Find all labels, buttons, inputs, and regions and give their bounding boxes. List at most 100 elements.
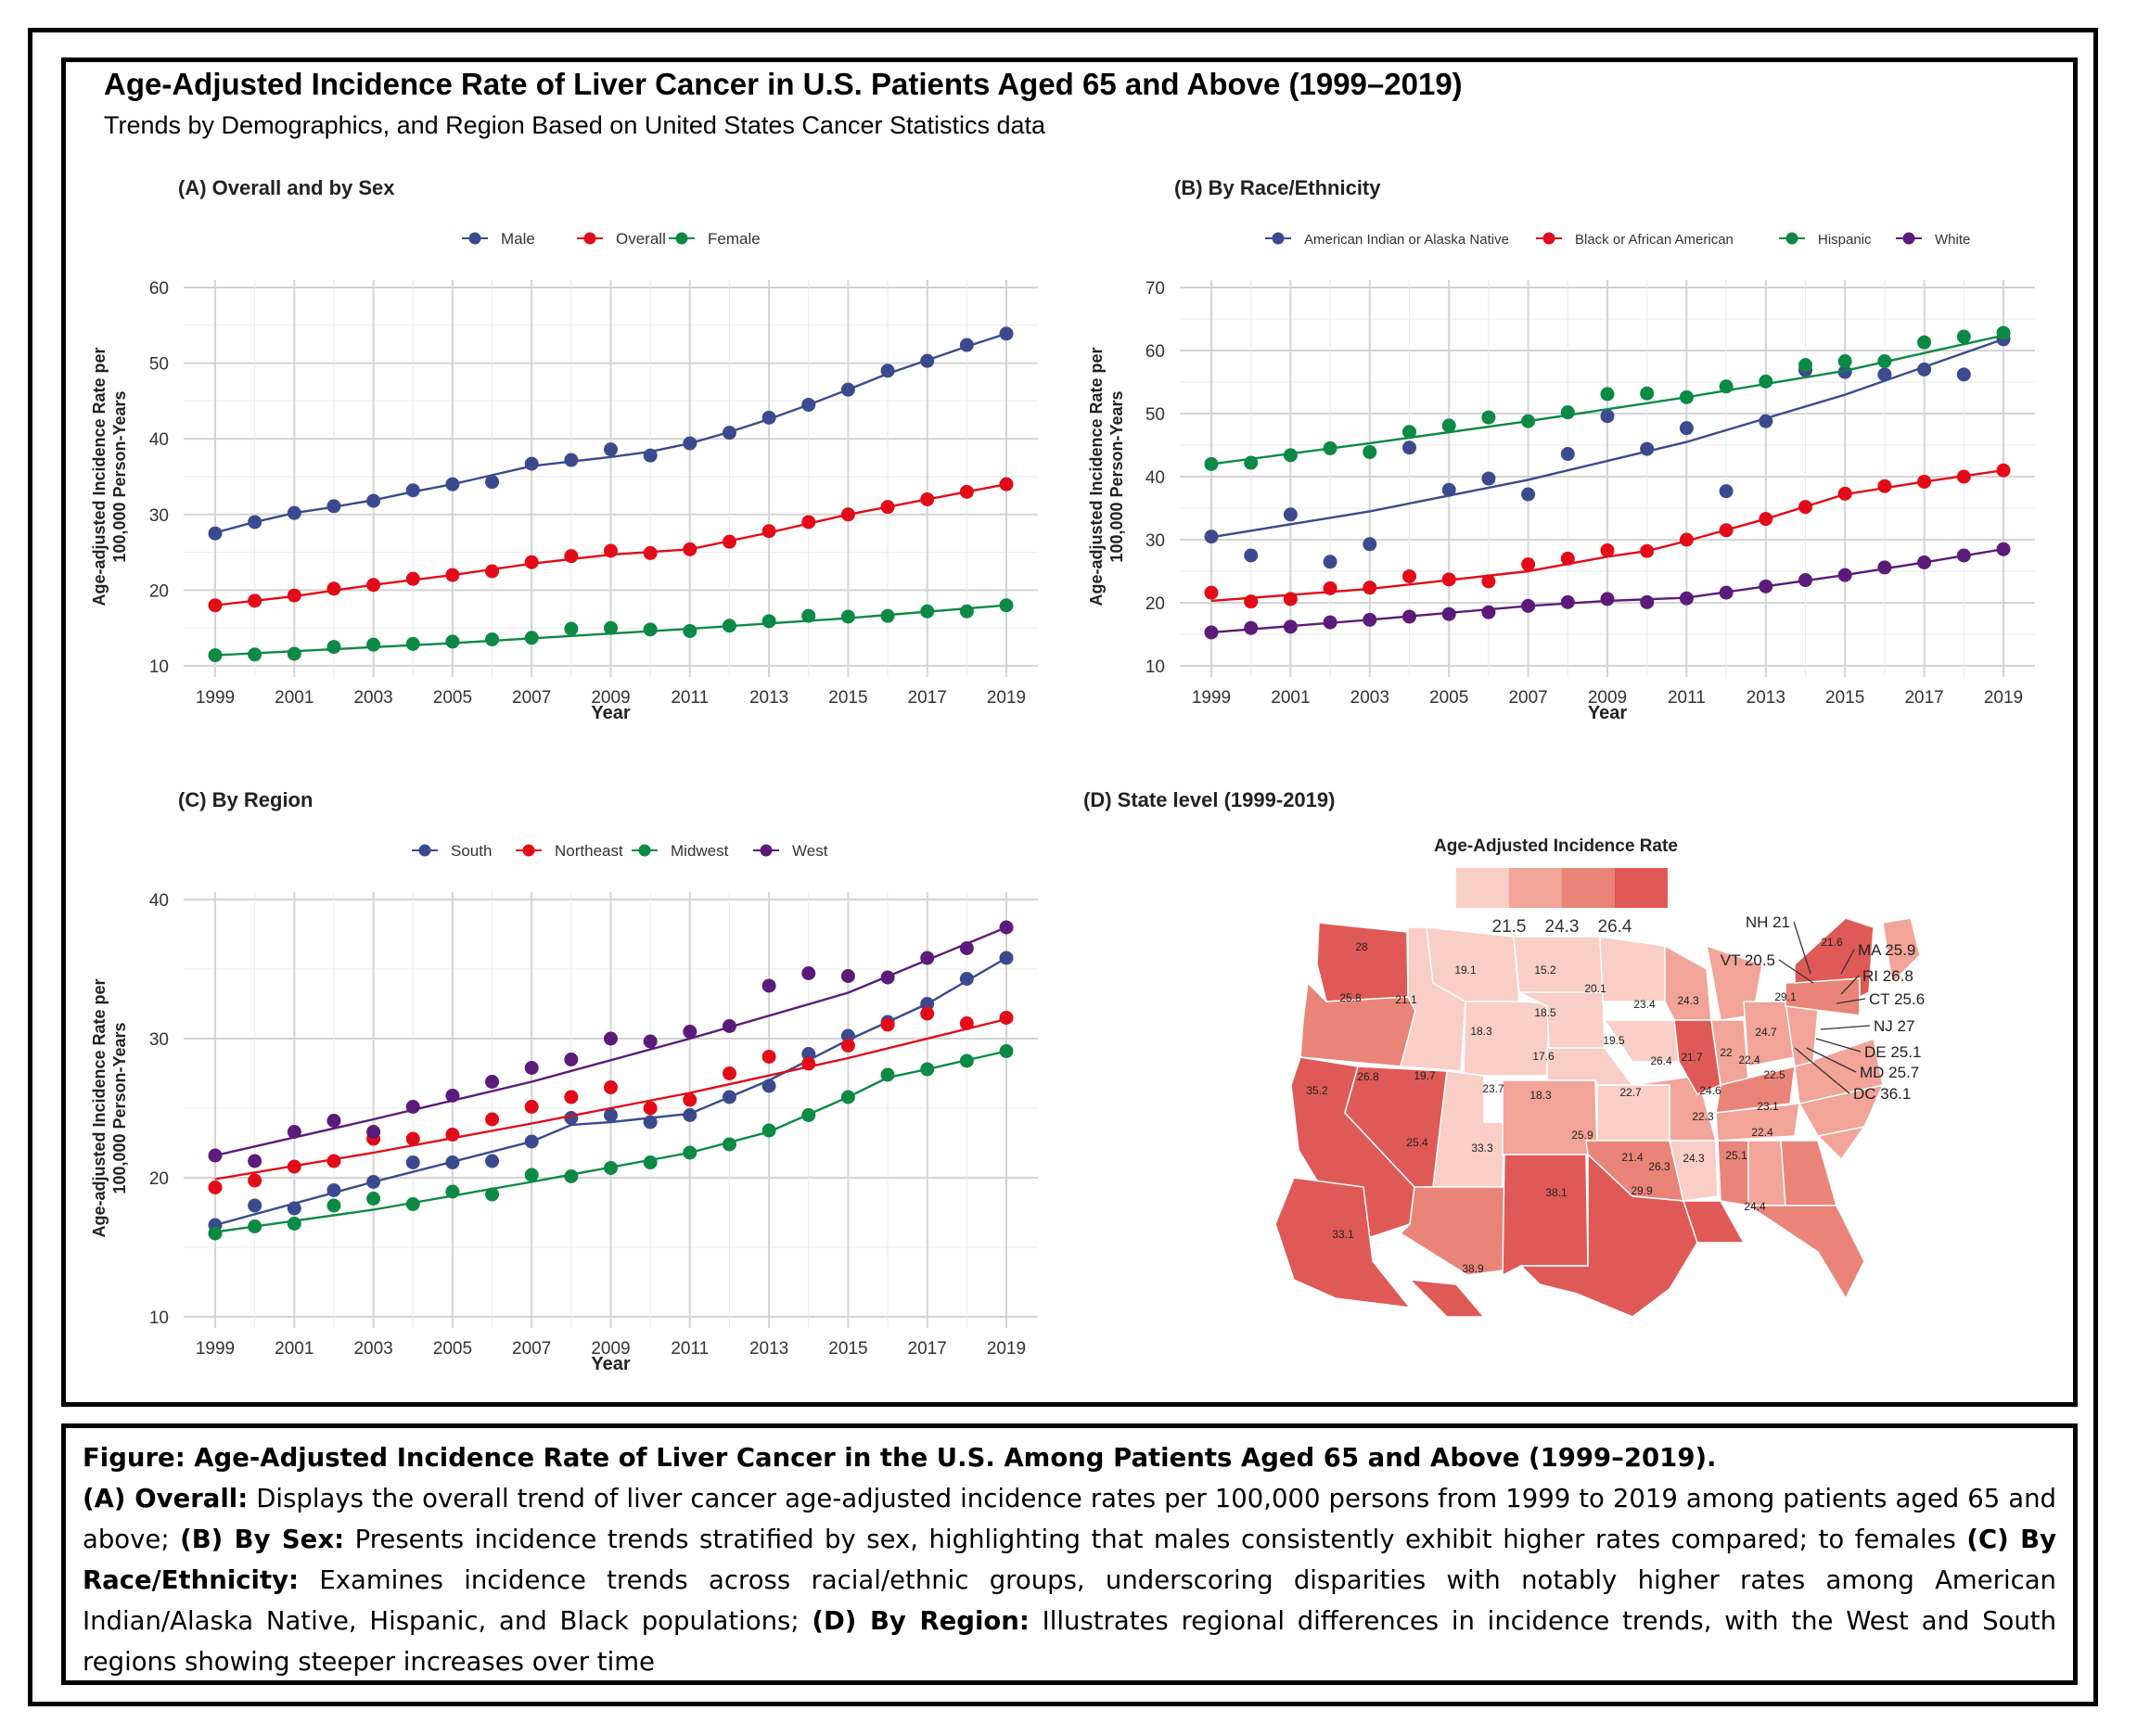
data-point xyxy=(1363,612,1377,627)
state-value-label: 19.5 xyxy=(1603,1034,1625,1047)
data-point xyxy=(1679,591,1694,606)
data-point xyxy=(326,640,341,655)
data-point xyxy=(1759,414,1773,428)
trend-line-northeast xyxy=(214,1017,1007,1181)
data-point xyxy=(1560,551,1575,566)
x-tick-label: 2015 xyxy=(828,1339,867,1359)
x-tick-label: 2001 xyxy=(275,688,314,708)
data-point xyxy=(1323,440,1337,455)
data-point xyxy=(1679,421,1694,436)
trend-line-west xyxy=(214,925,1007,1157)
data-point xyxy=(722,426,736,440)
x-tick-label: 2003 xyxy=(1350,688,1389,708)
data-point xyxy=(1244,594,1259,609)
data-point xyxy=(683,1108,697,1122)
data-point xyxy=(1640,543,1655,558)
data-point xyxy=(1244,548,1259,563)
data-point xyxy=(405,1197,420,1211)
data-point xyxy=(564,1053,579,1066)
data-point xyxy=(643,1101,658,1116)
x-tick-label: 2007 xyxy=(512,688,551,708)
data-point xyxy=(920,491,935,506)
outer-frame xyxy=(28,28,2098,1706)
data-point xyxy=(1441,606,1456,621)
data-point xyxy=(920,951,935,965)
state-value-label: 25.8 xyxy=(1339,991,1362,1004)
data-point xyxy=(1640,594,1655,609)
data-point xyxy=(1323,555,1337,569)
data-point xyxy=(1600,387,1615,402)
data-point xyxy=(248,1154,262,1168)
state-wi xyxy=(1664,944,1712,1021)
state-value-label: 29.1 xyxy=(1774,990,1797,1003)
legend-swatch xyxy=(1615,868,1668,908)
data-point xyxy=(643,1034,658,1049)
state-az xyxy=(1399,1186,1505,1276)
data-point xyxy=(683,1092,697,1107)
data-point xyxy=(1956,469,1971,484)
data-point xyxy=(959,604,974,619)
data-point xyxy=(1521,598,1536,613)
data-point xyxy=(1521,414,1536,428)
data-point xyxy=(880,970,895,985)
caption-b-label: (B) By Sex: xyxy=(180,1525,345,1554)
data-point xyxy=(1917,362,1932,377)
data-point xyxy=(999,326,1014,341)
legend-key-point xyxy=(675,232,688,245)
data-point xyxy=(1996,463,2011,478)
caption-a-text: Displays the overall trend of liver canc… xyxy=(83,1484,2056,1554)
state-ar xyxy=(1669,1140,1719,1202)
state-la xyxy=(1682,1200,1746,1244)
data-point xyxy=(366,493,381,508)
figure-subtitle: Trends by Demographics, and Region Based… xyxy=(104,111,1046,139)
legend-swatch xyxy=(1509,868,1562,908)
data-point xyxy=(801,608,816,623)
data-point xyxy=(326,499,341,514)
data-point xyxy=(287,588,301,603)
figure-caption: Figure: Age-Adjusted Incidence Rate of L… xyxy=(61,1423,2078,1685)
x-tick-label: 1999 xyxy=(196,1339,235,1359)
data-point xyxy=(1244,620,1259,635)
data-point xyxy=(722,1090,736,1104)
data-point xyxy=(722,619,736,633)
data-point xyxy=(1956,548,1971,563)
data-point xyxy=(840,1090,855,1104)
data-point xyxy=(1917,335,1932,350)
data-point xyxy=(445,1184,460,1199)
figure-frame xyxy=(61,57,2078,1407)
x-tick-label: 2009 xyxy=(591,688,630,708)
data-point xyxy=(1640,441,1655,456)
state-value-label: 21.6 xyxy=(1821,936,1843,949)
chart-panel-2: 10 20 30 40 50 60 70 1999 2001 2003 2005 2007 2009 20… xyxy=(1087,232,2035,723)
data-point xyxy=(1917,555,1932,569)
legend-key-point xyxy=(1902,232,1915,245)
data-point xyxy=(485,475,500,490)
callout-label: DC 36.1 xyxy=(1853,1085,1911,1103)
x-tick-label: 2015 xyxy=(1825,688,1864,708)
chart-panel-1: 10 20 30 40 50 60 1999 2001 2003 2005 2007 2009 2011… xyxy=(90,230,1038,723)
data-point xyxy=(999,477,1014,491)
x-tick-label: 2001 xyxy=(275,1339,314,1359)
legend-key-point xyxy=(1542,232,1555,245)
state-mn xyxy=(1599,936,1666,1002)
callout-leader xyxy=(1793,921,1811,975)
data-point xyxy=(959,972,974,986)
data-point xyxy=(405,571,420,586)
data-point xyxy=(999,1011,1014,1025)
data-point xyxy=(722,1137,736,1152)
data-point xyxy=(604,1161,618,1175)
data-point xyxy=(1759,579,1773,594)
data-point xyxy=(920,997,935,1011)
caption-c-text: Examines incidence trends across racial/… xyxy=(83,1565,2056,1636)
y-axis-title: Age-adjusted Incidence Rate per 100,000 P… xyxy=(90,347,129,606)
state-ga xyxy=(1780,1140,1837,1206)
x-tick-label: 2003 xyxy=(353,1339,392,1359)
state-value-label: 19.1 xyxy=(1454,964,1477,976)
y-axis-title-line2: 100,000 Person-Years xyxy=(110,1022,129,1194)
data-point xyxy=(1877,560,1892,575)
state-map: 21.5 24.3 26.4 28 25.8 21.1 19.1 18.3 15.2 18.5 17… xyxy=(1274,868,1925,1318)
state-value-label: 18.3 xyxy=(1529,1089,1552,1102)
data-point xyxy=(999,598,1014,613)
data-point xyxy=(445,1089,460,1103)
callout-leader xyxy=(1840,949,1855,975)
